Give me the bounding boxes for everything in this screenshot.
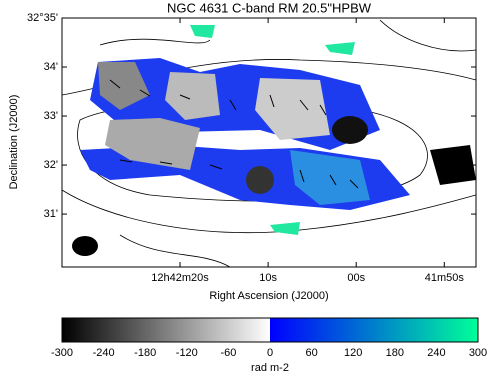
colorbar-label: rad m-2 bbox=[251, 362, 289, 374]
colorbar-tick-label: 240 bbox=[427, 347, 445, 359]
y-tick-label: 32' bbox=[44, 159, 58, 171]
x-tick-label: 10s bbox=[259, 272, 277, 284]
rm-region bbox=[165, 72, 220, 120]
rm-region bbox=[98, 62, 150, 110]
y-tick-label: 31' bbox=[44, 208, 58, 220]
colorbar-tick-label: 120 bbox=[344, 347, 362, 359]
x-tick-label: 12h42m20s bbox=[151, 272, 209, 284]
map bbox=[61, 17, 477, 268]
title: NGC 4631 C-band RM 20.5"HPBW bbox=[167, 0, 372, 15]
vector bbox=[109, 79, 359, 189]
colorbar-tick-label: 300 bbox=[469, 347, 487, 359]
colorbar-tick-label: -60 bbox=[220, 347, 236, 359]
rm-region bbox=[246, 166, 274, 194]
x-tick-label: 41m50s bbox=[425, 272, 465, 284]
colorbar-tick-label: 60 bbox=[305, 347, 317, 359]
rm-region bbox=[190, 25, 355, 235]
colorbar-tick-label: -240 bbox=[93, 347, 115, 359]
colorbar-tick-label: -180 bbox=[134, 347, 156, 359]
y-tick-label: 33' bbox=[44, 110, 58, 122]
colorbar-tick-label: 0 bbox=[267, 347, 273, 359]
rm-region bbox=[332, 116, 368, 144]
y-tick-label: 34' bbox=[44, 61, 58, 73]
x-tick-label: 00s bbox=[347, 272, 365, 284]
beam bbox=[72, 236, 98, 256]
colorbar-tick-label: -300 bbox=[51, 347, 73, 359]
axes: 12h42m20s 10s 00s 41m50s 32°35' 34' 33' 32' 31' -… bbox=[27, 12, 487, 359]
contour bbox=[99, 19, 477, 268]
colorbar-tick-label: -120 bbox=[176, 347, 198, 359]
contour bbox=[61, 189, 477, 233]
x-axis-label: Right Ascension (J2000) bbox=[209, 290, 328, 302]
rm-region bbox=[255, 78, 330, 140]
rm-region bbox=[430, 145, 476, 185]
rm-region bbox=[105, 118, 200, 170]
colorbar-tick-label: 180 bbox=[386, 347, 404, 359]
y-tick-label: 32°35' bbox=[27, 12, 58, 24]
colorbar bbox=[61, 317, 479, 343]
y-axis-label: Declination (J2000) bbox=[8, 95, 20, 190]
rm-region bbox=[290, 150, 370, 205]
